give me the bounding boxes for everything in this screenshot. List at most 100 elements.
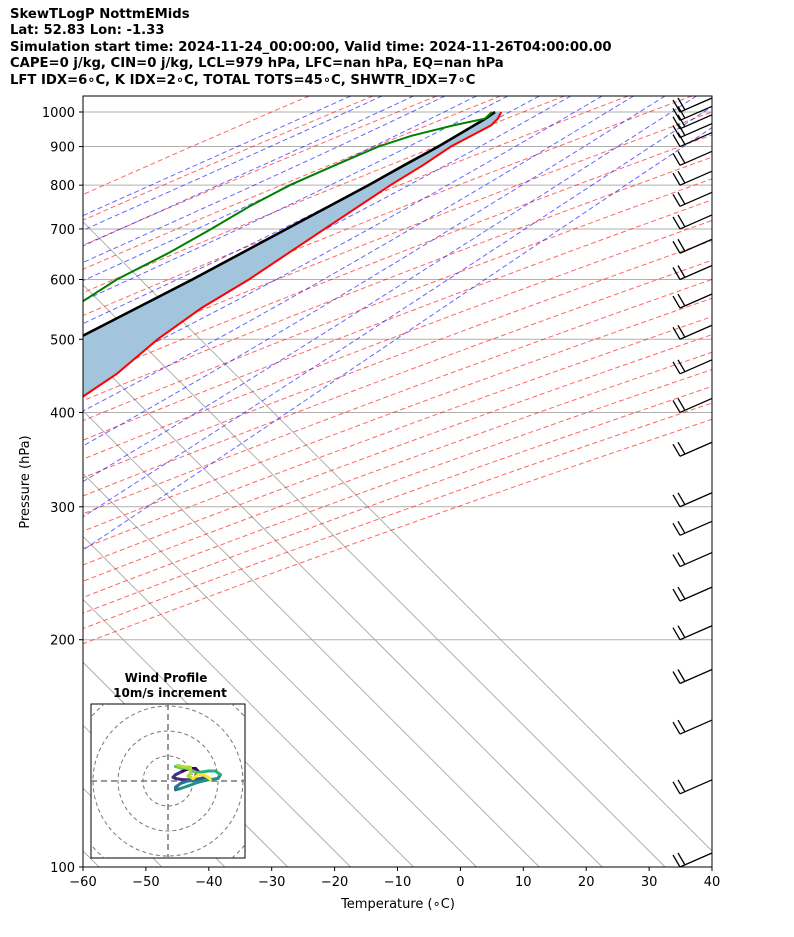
dry-adiabat <box>83 96 501 270</box>
y-tick-label: 300 <box>50 501 75 516</box>
isotherm <box>83 221 712 852</box>
wind-barb <box>672 441 713 457</box>
wind-barb <box>672 324 713 340</box>
chart-title-block: SkewTLogP NottmEMids Lat: 52.83 Lon: -1.… <box>10 7 780 89</box>
cape-line: CAPE=0 j/kg, CIN=0 j/kg, LCL=979 hPa, LF… <box>10 56 504 72</box>
y-tick-label: 400 <box>50 406 75 421</box>
moist-adiabat <box>83 96 603 380</box>
x-tick-label: −40 <box>195 875 222 890</box>
parcel-profile-line <box>83 110 496 338</box>
moist-adiabat <box>83 96 477 282</box>
y-tick-label: 600 <box>50 273 75 288</box>
wind-barb <box>672 492 713 508</box>
wind-barb <box>672 719 713 735</box>
isotherm <box>83 472 477 867</box>
x-tick-label: 0 <box>456 875 464 890</box>
moist-adiabat <box>83 96 509 302</box>
wind-barb <box>672 150 713 166</box>
data-clip <box>83 110 503 398</box>
wind-barb <box>672 359 713 375</box>
wind-barb <box>672 625 713 641</box>
hodograph-plot <box>91 704 245 858</box>
isotherm <box>83 410 540 867</box>
isotherm <box>83 284 666 867</box>
chart-title: SkewTLogP NottmEMids <box>10 7 190 22</box>
wind-barb <box>672 520 713 536</box>
dewpoint-line <box>83 111 493 303</box>
indices-line: LFT IDX=6∘C, K IDX=2∘C, TOTAL TOTS=45∘C,… <box>10 72 476 88</box>
y-tick-label: 900 <box>50 141 75 156</box>
wind-barb <box>672 551 713 568</box>
dry-adiabat <box>83 96 629 317</box>
cape-cin-fill <box>83 112 502 397</box>
wind-barbs <box>672 97 713 868</box>
moist-adiabat <box>83 96 697 483</box>
dry-adiabat <box>83 156 712 402</box>
wind-barb <box>672 105 713 121</box>
y-tick-label: 1000 <box>42 106 75 121</box>
wind-barb <box>672 114 713 130</box>
isotherm <box>83 347 603 867</box>
moist-adiabat <box>83 126 712 551</box>
dry-adiabat <box>83 402 712 630</box>
x-tick-label: 10 <box>515 875 532 890</box>
wind-barb <box>672 293 713 309</box>
moist-adiabat <box>83 96 351 217</box>
wind-barb <box>672 97 713 113</box>
moist-adiabat <box>83 96 571 350</box>
dry-adiabat <box>83 259 712 497</box>
data-layer <box>83 110 503 398</box>
wind-barb <box>672 668 713 685</box>
wind-barb <box>672 170 713 186</box>
moist-adiabat <box>83 96 634 412</box>
hodograph-title: Wind Profile <box>125 671 208 685</box>
y-tick-label: 100 <box>50 861 75 876</box>
hodograph-inset: Wind Profile 10m/s increment <box>90 671 246 859</box>
dry-adiabat <box>83 278 712 515</box>
y-axis-label: Pressure (hPa) <box>18 435 33 528</box>
dry-adiabat <box>83 111 712 360</box>
moist-adiabat <box>83 96 540 325</box>
moist-adiabat <box>83 96 414 247</box>
y-tick-label: 700 <box>50 223 75 238</box>
wind-barb <box>672 131 713 148</box>
wind-barb <box>672 264 713 281</box>
wind-barb <box>672 122 713 139</box>
moist-adiabat <box>83 96 666 447</box>
x-tick-label: −10 <box>384 875 411 890</box>
moist-adiabat <box>83 96 383 231</box>
wind-barb <box>672 191 713 207</box>
x-tick-label: 30 <box>641 875 658 890</box>
x-tick-label: −60 <box>69 875 96 890</box>
dry-adiabat <box>83 178 712 422</box>
x-axis-label: Temperature (∘C) <box>340 897 455 912</box>
moist-adiabat <box>83 105 712 518</box>
isotherm <box>83 850 100 867</box>
dry-adiabat <box>83 96 565 294</box>
y-tick-label: 500 <box>50 333 75 348</box>
dry-adiabat <box>83 96 437 246</box>
dry-adiabat <box>83 199 712 441</box>
wind-barb <box>672 779 713 795</box>
y-tick-label: 200 <box>50 634 75 649</box>
x-tick-label: −50 <box>132 875 159 890</box>
dry-adiabat <box>83 96 374 221</box>
dry-adiabat <box>83 334 712 566</box>
wind-barb <box>672 852 713 868</box>
hodograph-segment <box>186 780 200 788</box>
wind-barb <box>672 214 713 230</box>
y-tick-label: 800 <box>50 179 75 194</box>
time-line: Simulation start time: 2024-11-24_00:00:… <box>10 39 612 55</box>
axes: Temperature (∘C) Pressure (hPa) −60 −50 −4… <box>18 106 720 912</box>
wind-barb <box>672 238 713 254</box>
wind-barb <box>672 397 713 414</box>
x-tick-label: 40 <box>704 875 721 890</box>
hodograph-segment <box>206 775 212 782</box>
x-tick-label: 20 <box>578 875 595 890</box>
x-tick-label: −30 <box>258 875 285 890</box>
wind-barb <box>672 586 713 602</box>
x-tick-label: −20 <box>321 875 348 890</box>
hodograph-ring <box>117 730 219 832</box>
temperature-line <box>83 111 503 398</box>
